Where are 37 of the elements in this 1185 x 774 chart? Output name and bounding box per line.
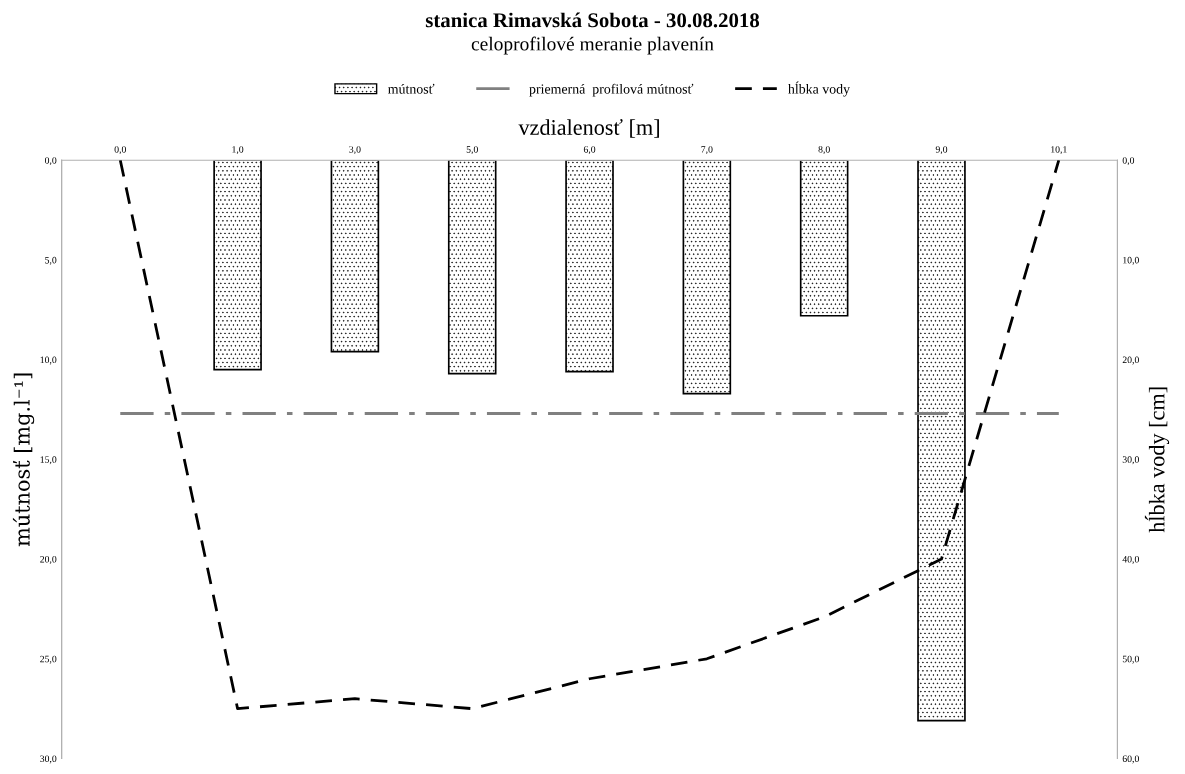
y-tick-label: 30,0 — [40, 755, 57, 764]
x-tick-label: 0,0 — [114, 146, 126, 155]
y-axis-title: mútnosť [mg.l⁻¹] — [12, 373, 35, 547]
chart-title: stanica Rimavská Sobota - 30.08.2018 — [425, 12, 760, 28]
x-tick-label: 3,0 — [349, 146, 361, 155]
legend-label: mútnosť — [388, 83, 435, 94]
bar — [799, 160, 849, 317]
y-tick-label: 25,0 — [40, 655, 57, 664]
x-tick-label: 1,0 — [232, 146, 244, 155]
y2-tick-label: 60,0 — [1122, 755, 1139, 764]
x-axis-title: vzdialenosť [m] — [518, 119, 659, 138]
bar — [330, 160, 380, 353]
y2-tick-label: 20,0 — [1122, 356, 1139, 365]
x-tick-label: 7,0 — [701, 146, 713, 155]
y-tick-label: 0,0 — [44, 157, 57, 166]
bar — [565, 160, 614, 373]
x-tick-label: 6,0 — [583, 146, 596, 155]
bar — [682, 160, 732, 395]
bar — [447, 160, 497, 375]
y-tick-label: 5,0 — [45, 256, 57, 265]
y-tick-label: 20,0 — [40, 555, 57, 564]
legend-label: priemerná profilová mútnosť — [529, 83, 694, 97]
y2-tick-label: 0,0 — [1122, 157, 1135, 166]
chart-subtitle: celoprofilové meranie plavenín — [471, 36, 714, 55]
y2-tick-label: 50,0 — [1122, 655, 1139, 664]
legend-label: hĺbka vody — [788, 81, 850, 97]
x-tick-label: 8,0 — [818, 146, 830, 155]
x-tick-label: 9,0 — [935, 146, 948, 155]
y-tick-label: 10,0 — [40, 356, 57, 365]
x-tick-label: 5,0 — [466, 146, 478, 155]
y2-tick-label: 10,0 — [1123, 256, 1139, 265]
y2-tick-label: 30,0 — [1122, 456, 1139, 465]
x-tick-label: 10,1 — [1051, 146, 1067, 155]
bar — [213, 160, 262, 371]
y2-axis-title: hĺbka vody [cm] — [1144, 387, 1170, 533]
y2-tick-label: 40,0 — [1122, 555, 1139, 564]
y-tick-label: 15,0 — [40, 456, 57, 465]
